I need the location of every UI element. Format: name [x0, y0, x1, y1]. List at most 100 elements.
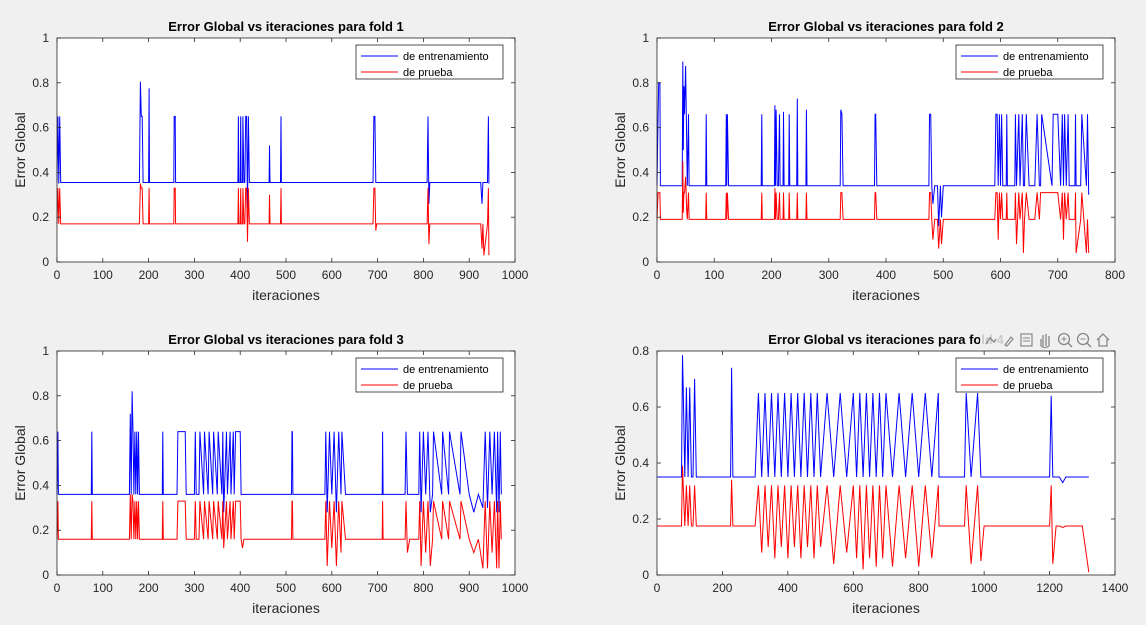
x-tick-label: 1200	[1036, 581, 1063, 595]
pan-hand-icon[interactable]	[1040, 334, 1050, 349]
x-tick-label: 0	[54, 268, 61, 282]
y-axis-label: Error Global	[612, 425, 628, 500]
y-tick-label: 0	[42, 255, 49, 269]
brush-icon[interactable]	[1004, 336, 1014, 347]
x-tick-label: 300	[184, 581, 204, 595]
x-tick-label: 0	[54, 581, 61, 595]
y-tick-label: 0.6	[632, 121, 649, 135]
y-tick-label: 0.2	[632, 512, 649, 526]
zoom-in-icon[interactable]	[1057, 332, 1073, 348]
x-tick-label: 600	[990, 268, 1010, 282]
x-tick-label: 700	[368, 581, 388, 595]
subplot-fold-2: Error Global vs iteraciones para fold 2 0…	[612, 19, 1125, 303]
x-tick-label: 400	[778, 581, 798, 595]
y-tick-label: 0.6	[32, 121, 49, 135]
x-tick-label: 100	[93, 581, 113, 595]
x-tick-label: 200	[139, 581, 159, 595]
y-tick-label: 0.2	[32, 210, 49, 224]
legend-label-entrenamiento: de entrenamiento	[403, 51, 489, 63]
export-icon[interactable]	[985, 336, 997, 345]
legend: de entrenamiento de prueba	[955, 357, 1104, 393]
legend-label-prueba: de prueba	[1003, 67, 1053, 79]
x-tick-label: 900	[459, 581, 479, 595]
x-tick-label: 800	[909, 581, 929, 595]
legend-label-entrenamiento: de entrenamiento	[1003, 51, 1089, 63]
x-tick-label: 1000	[502, 581, 529, 595]
x-tick-label: 100	[93, 268, 113, 282]
y-axis-label: Error Global	[612, 112, 628, 187]
series-line-prueba	[657, 465, 1090, 573]
x-tick-label: 400	[230, 268, 250, 282]
y-tick-label: 0.6	[632, 400, 649, 414]
series-line-entrenamiento	[656, 61, 1090, 227]
x-tick-label: 100	[704, 268, 724, 282]
x-tick-label: 600	[322, 268, 342, 282]
legend-label-entrenamiento: de entrenamiento	[1003, 364, 1089, 376]
series-line-prueba	[656, 161, 1090, 254]
x-tick-label: 400	[876, 268, 896, 282]
subplot-grid: Error Global vs iteraciones para fold 1 0…	[12, 19, 1129, 616]
x-tick-label: 200	[761, 268, 781, 282]
y-tick-label: 1	[42, 31, 49, 45]
x-tick-label: 1400	[1102, 581, 1129, 595]
x-tick-label: 200	[139, 268, 159, 282]
x-tick-label: 800	[413, 581, 433, 595]
legend-box	[955, 357, 1104, 393]
subplot-fold-3: Error Global vs iteraciones para fold 3 0…	[12, 332, 529, 616]
x-tick-label: 600	[843, 581, 863, 595]
x-tick-label: 400	[230, 581, 250, 595]
axes-toolbar	[980, 330, 1115, 350]
x-axis-label: iteraciones	[852, 287, 920, 303]
series-line-prueba	[56, 183, 490, 256]
y-tick-label: 0	[642, 255, 649, 269]
x-tick-label: 800	[413, 268, 433, 282]
y-axis-label: Error Global	[12, 112, 28, 187]
y-tick-label: 0.4	[632, 456, 649, 470]
y-tick-label: 0.2	[32, 523, 49, 537]
x-tick-label: 300	[184, 268, 204, 282]
y-tick-label: 0.8	[632, 76, 649, 90]
datatips-icon[interactable]	[1020, 333, 1033, 347]
legend-label-prueba: de prueba	[403, 380, 453, 392]
x-tick-label: 800	[1105, 268, 1125, 282]
x-axis-label: iteraciones	[252, 600, 320, 616]
x-tick-label: 900	[459, 268, 479, 282]
legend-box	[955, 44, 1104, 80]
x-tick-label: 500	[933, 268, 953, 282]
x-tick-label: 700	[1048, 268, 1068, 282]
x-tick-label: 200	[712, 581, 732, 595]
legend-label-prueba: de prueba	[403, 67, 453, 79]
y-tick-label: 1	[42, 344, 49, 358]
series-line-prueba	[56, 494, 502, 569]
x-tick-label: 0	[654, 268, 661, 282]
x-tick-label: 600	[322, 581, 342, 595]
home-icon[interactable]	[1096, 333, 1110, 347]
y-tick-label: 0.4	[32, 165, 49, 179]
y-tick-label: 0.8	[32, 76, 49, 90]
legend-box	[355, 44, 504, 80]
legend-box	[355, 357, 504, 393]
y-tick-label: 1	[642, 31, 649, 45]
chart-title: Error Global vs iteraciones para fold 1	[168, 19, 404, 34]
y-tick-label: 0	[42, 568, 49, 582]
x-tick-label: 1000	[502, 268, 529, 282]
y-tick-label: 0.2	[632, 210, 649, 224]
y-tick-label: 0.8	[632, 344, 649, 358]
y-tick-label: 0.8	[32, 389, 49, 403]
x-tick-label: 500	[276, 581, 296, 595]
y-tick-label: 0.4	[632, 165, 649, 179]
legend: de entrenamiento de prueba	[355, 44, 504, 80]
subplot-fold-1: Error Global vs iteraciones para fold 1 0…	[12, 19, 529, 303]
x-tick-label: 500	[276, 268, 296, 282]
toolbar-background	[980, 330, 1115, 350]
legend: de entrenamiento de prueba	[955, 44, 1104, 80]
subplot-fold-4: Error Global vs iteraciones para fold 4 0…	[612, 332, 1129, 616]
series-line-entrenamiento	[56, 81, 490, 209]
chart-title: Error Global vs iteraciones para fold 4	[768, 332, 1004, 347]
series-line-entrenamiento	[657, 355, 1089, 484]
legend-label-prueba: de prueba	[1003, 380, 1053, 392]
x-tick-label: 1000	[971, 581, 998, 595]
x-tick-label: 700	[368, 268, 388, 282]
zoom-out-icon[interactable]	[1076, 332, 1092, 348]
